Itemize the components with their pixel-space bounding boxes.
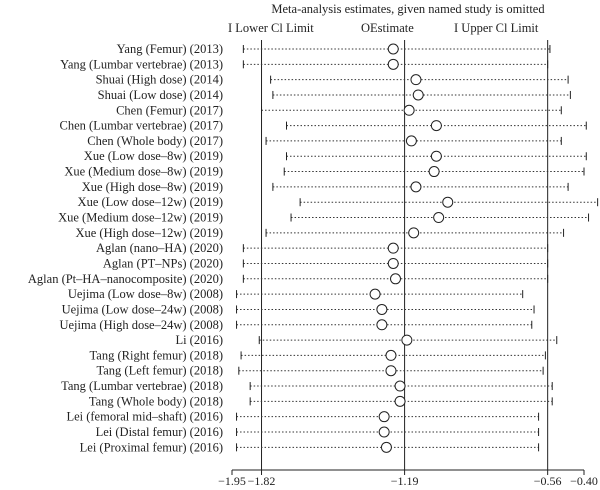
study-label: Lei (femoral mid–shaft) (2016)	[66, 410, 223, 424]
tick-label: −1.19	[391, 474, 419, 488]
estimate-marker	[385, 365, 397, 377]
tick-label: −0.56	[534, 474, 562, 488]
study-label: Chen (Whole body) (2017)	[87, 134, 223, 148]
study-label: Xue (Low dose–8w) (2019)	[84, 149, 223, 163]
tick-label: −1.82	[248, 474, 276, 488]
study-row: Tang (Lumbar vertebrae) (2018)	[61, 379, 553, 393]
estimate-marker	[387, 43, 399, 55]
study-row: Uejima (Low dose–8w) (2008)	[68, 287, 524, 301]
study-label: Uejima (Low dose–24w) (2008)	[62, 302, 223, 316]
estimate-marker	[378, 426, 390, 438]
study-row: Xue (Medium dose–8w) (2019)	[64, 165, 585, 179]
legend-lower-limit: I Lower Cl Limit	[228, 21, 314, 35]
study-row: Aglan (nano–HA) (2020)	[96, 241, 549, 255]
estimate-marker	[405, 135, 417, 147]
estimate-marker	[376, 319, 388, 331]
chart-title: Meta-analysis estimates, given named stu…	[271, 2, 545, 16]
study-row: Chen (Whole body) (2017)	[87, 134, 562, 148]
study-row: Lei (femoral mid–shaft) (2016)	[66, 410, 540, 424]
estimate-marker	[408, 227, 420, 239]
reference-lines	[261, 40, 549, 470]
estimate-marker	[394, 395, 406, 407]
study-row: Yang (Lumbar vertebrae) (2013)	[60, 57, 549, 71]
estimate-marker	[369, 288, 381, 300]
estimate-marker	[394, 380, 406, 392]
study-label: Chen (Femur) (2017)	[116, 103, 223, 117]
estimate-marker	[401, 334, 413, 346]
study-row: Chen (Femur) (2017)	[116, 103, 562, 117]
study-label: Tang (Whole body) (2018)	[89, 394, 223, 408]
study-row: Xue (Medium dose–12w) (2019)	[58, 211, 590, 225]
estimate-marker	[387, 257, 399, 269]
study-label: Xue (Low dose–12w) (2019)	[78, 195, 223, 209]
study-row: Tang (Whole body) (2018)	[89, 394, 553, 408]
study-label: Li (2016)	[175, 333, 223, 347]
study-label: Aglan (Pt–HA–nanocomposite) (2020)	[28, 272, 223, 286]
estimate-marker	[403, 104, 415, 116]
study-row: Shuai (High dose) (2014)	[96, 73, 569, 87]
study-label: Uejima (Low dose–8w) (2008)	[68, 287, 223, 301]
study-label: Tang (Lumbar vertebrae) (2018)	[61, 379, 223, 393]
study-row: Xue (High dose–8w) (2019)	[82, 180, 569, 194]
study-label: Xue (High dose–12w) (2019)	[75, 226, 223, 240]
study-row: Xue (High dose–12w) (2019)	[75, 226, 565, 240]
study-row: Lei (Proximal femur) (2016)	[80, 440, 540, 454]
study-row: Shuai (Low dose) (2014)	[98, 88, 571, 102]
estimate-marker	[376, 303, 388, 315]
study-label: Chen (Lumbar vertebrae) (2017)	[60, 119, 223, 133]
study-row: Uejima (Low dose–24w) (2008)	[62, 302, 535, 316]
estimate-marker	[433, 212, 445, 224]
estimate-marker	[380, 441, 392, 453]
study-row: Xue (Low dose–12w) (2019)	[78, 195, 599, 209]
tick-label: −0.40	[570, 474, 598, 488]
estimate-marker	[387, 58, 399, 70]
estimate-marker	[430, 150, 442, 162]
study-row: Tang (Left femur) (2018)	[96, 364, 544, 378]
legend-upper-limit: I Upper Cl Limit	[454, 21, 539, 35]
estimate-marker	[410, 181, 422, 193]
study-label: Shuai (High dose) (2014)	[96, 73, 223, 87]
study-label: Xue (Medium dose–8w) (2019)	[64, 165, 223, 179]
study-row: Aglan (PT–NPs) (2020)	[103, 256, 549, 270]
study-rows: Yang (Femur) (2013)Yang (Lumbar vertebra…	[28, 42, 599, 454]
tick-label: −1.95	[218, 474, 246, 488]
study-row: Chen (Lumbar vertebrae) (2017)	[60, 119, 587, 133]
estimate-marker	[390, 273, 402, 285]
estimate-marker	[442, 196, 454, 208]
study-label: Aglan (PT–NPs) (2020)	[103, 256, 223, 270]
study-row: Yang (Femur) (2013)	[117, 42, 551, 56]
study-label: Uejima (High dose–24w) (2008)	[59, 318, 223, 332]
study-label: Yang (Femur) (2013)	[117, 42, 223, 56]
study-label: Shuai (Low dose) (2014)	[98, 88, 223, 102]
study-row: Uejima (High dose–24w) (2008)	[59, 318, 533, 332]
study-label: Xue (High dose–8w) (2019)	[82, 180, 223, 194]
estimate-marker	[430, 120, 442, 132]
study-row: Li (2016)	[175, 333, 558, 347]
study-label: Lei (Proximal femur) (2016)	[80, 440, 223, 454]
legend-estimate: OEstimate	[361, 21, 414, 35]
estimate-marker	[410, 74, 422, 86]
study-label: Tang (Left femur) (2018)	[96, 364, 223, 378]
study-label: Yang (Lumbar vertebrae) (2013)	[60, 57, 223, 71]
estimate-marker	[428, 166, 440, 178]
study-row: Xue (Low dose–8w) (2019)	[84, 149, 587, 163]
study-row: Aglan (Pt–HA–nanocomposite) (2020)	[28, 272, 549, 286]
study-label: Tang (Right femur) (2018)	[90, 348, 223, 362]
estimate-marker	[412, 89, 424, 101]
estimate-marker	[387, 242, 399, 254]
estimate-marker	[378, 411, 390, 423]
study-row: Lei (Distal femur) (2016)	[96, 425, 540, 439]
x-axis: −1.95 −1.82 −1.19 −0.56 −0.40	[218, 469, 598, 488]
study-label: Aglan (nano–HA) (2020)	[96, 241, 223, 255]
estimate-marker	[385, 349, 397, 361]
study-row: Tang (Right femur) (2018)	[90, 348, 546, 362]
study-label: Xue (Medium dose–12w) (2019)	[58, 211, 223, 225]
study-label: Lei (Distal femur) (2016)	[96, 425, 223, 439]
